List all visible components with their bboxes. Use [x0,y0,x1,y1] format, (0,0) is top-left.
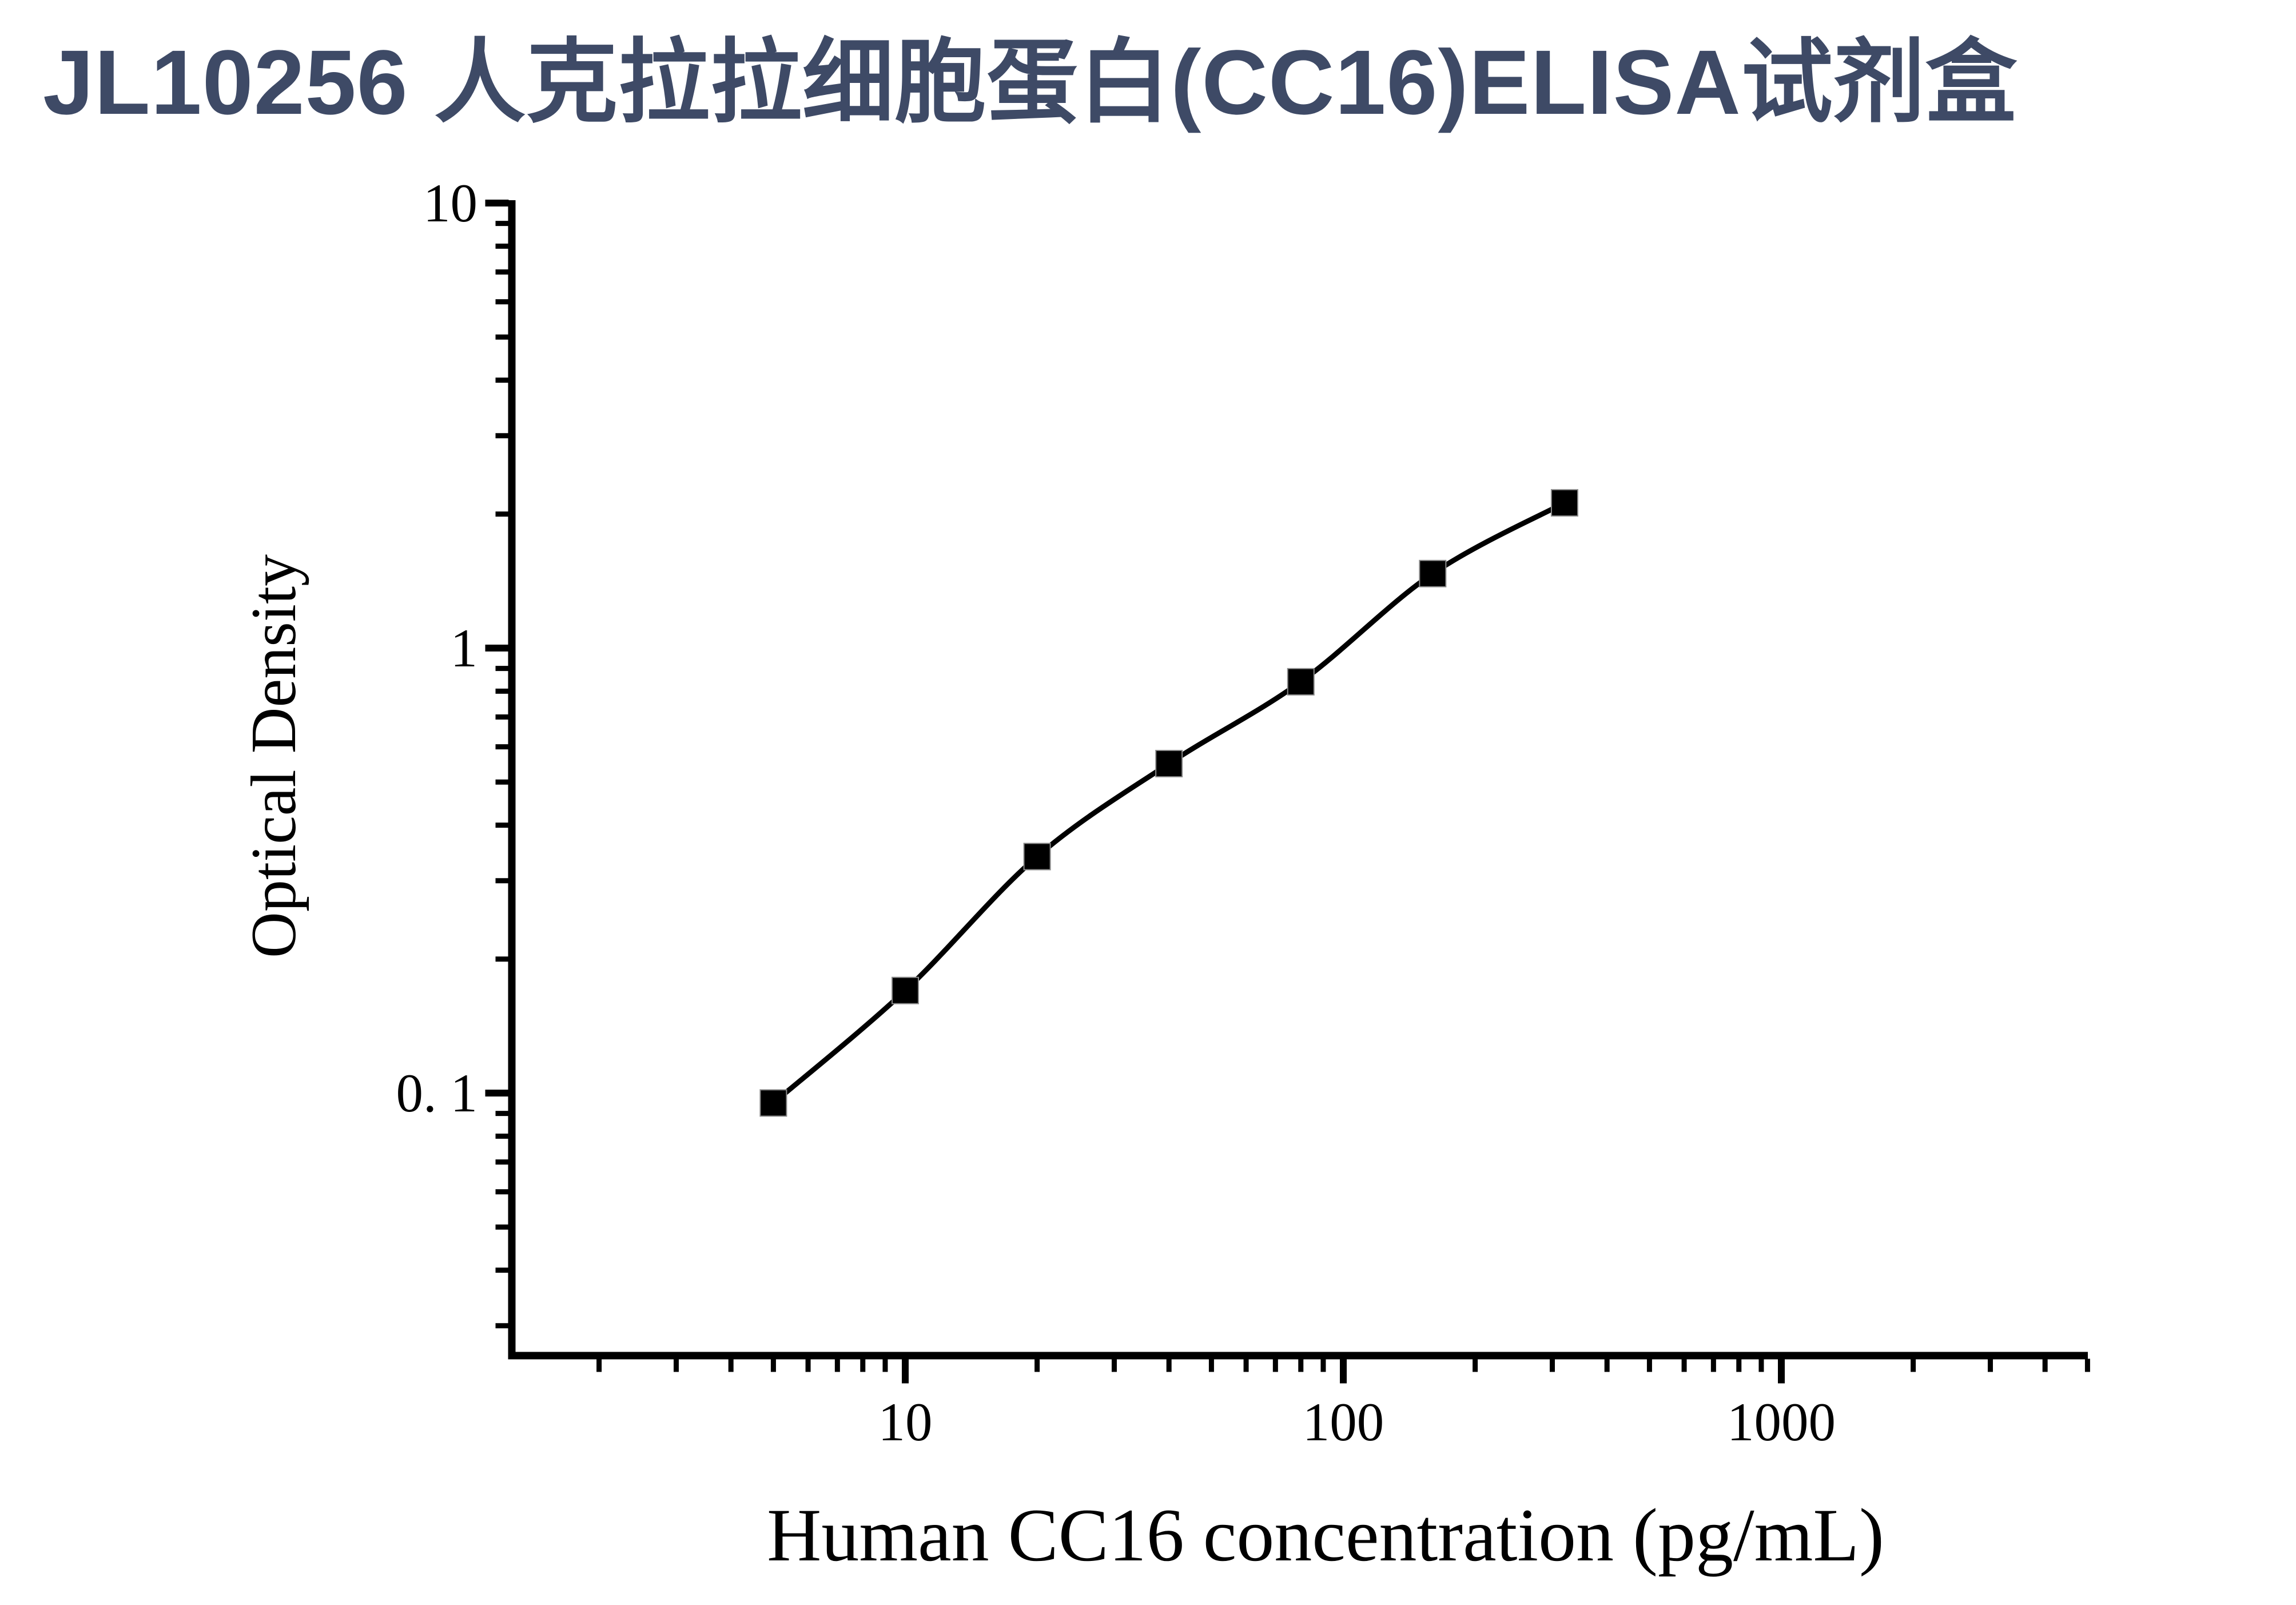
data-point-marker [1419,559,1447,587]
tick-labels: 10 1 0. 1 10 100 1000 [396,173,1836,1452]
standard-curve-line [771,500,1566,1105]
x-tick-label: 1000 [1727,1392,1836,1452]
y-tick-label: 10 [423,173,477,233]
y-tick-label: 1 [451,618,478,678]
data-point-marker [1155,749,1183,777]
axis-lines [508,200,2088,1360]
data-point-marker [1287,668,1315,696]
data-point-marker [1550,489,1578,517]
x-tick-label: 100 [1303,1392,1384,1452]
axis-ticks [485,200,2090,1384]
data-point-marker [1023,843,1051,871]
data-point-marker [759,1089,787,1117]
page-title: JL10256 人克拉拉细胞蛋白(CC16)ELISA试剂盒 [43,31,2018,133]
x-axis-title: Human CC16 concentration (pg/mL) [767,1493,1884,1577]
y-axis-title: Optical Density [238,554,309,958]
data-point-marker [892,976,919,1004]
x-tick-label: 10 [878,1392,933,1452]
y-tick-label: 0. 1 [396,1063,478,1123]
data-points [759,489,1578,1117]
